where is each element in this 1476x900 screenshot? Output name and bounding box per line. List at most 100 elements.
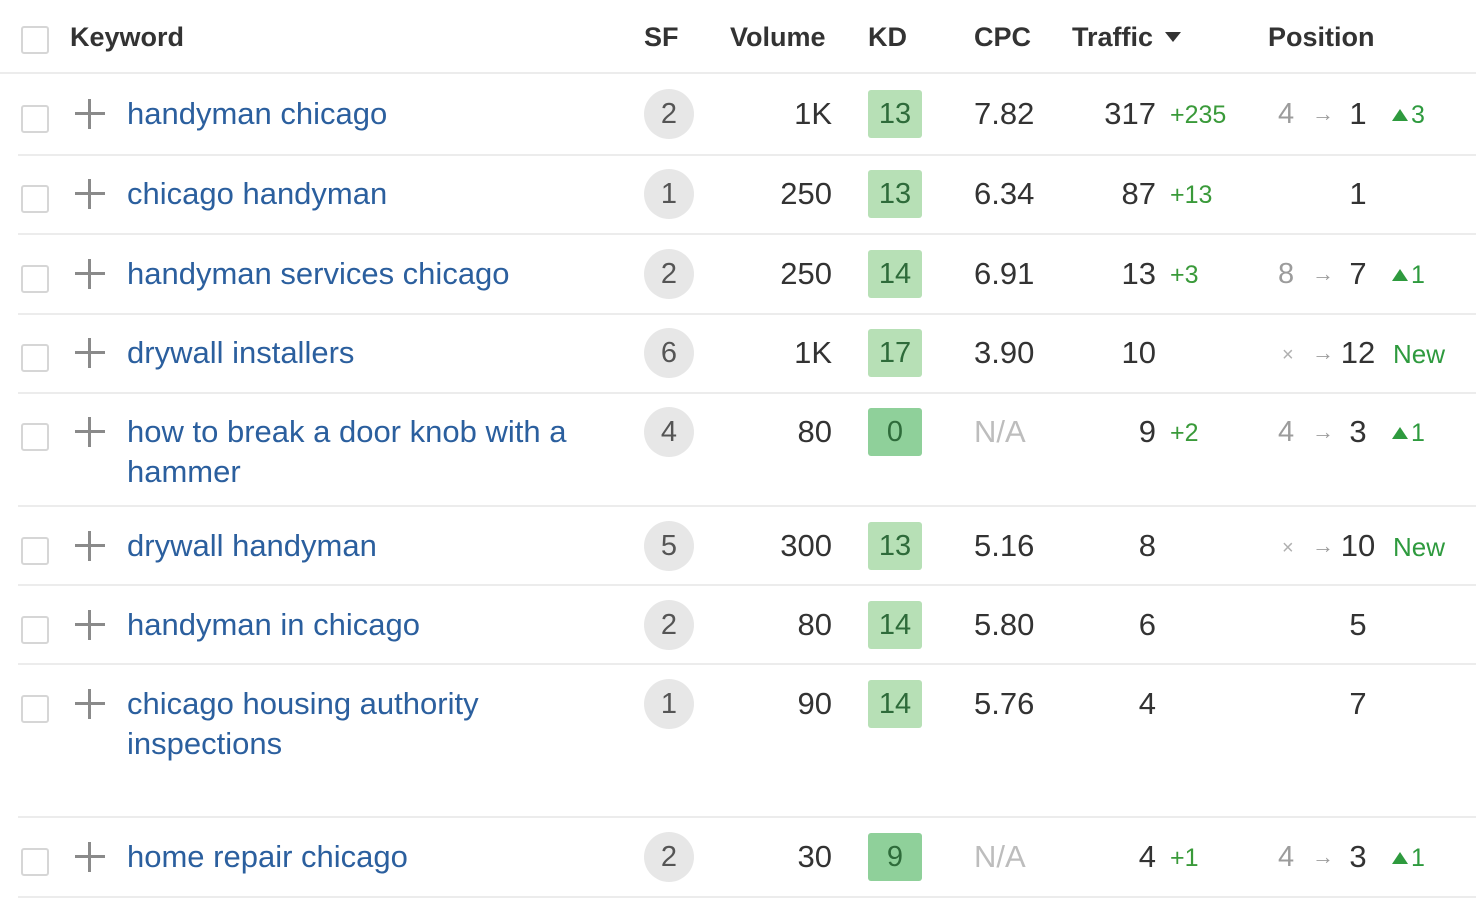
row-checkbox[interactable] <box>21 695 49 723</box>
position-previous-none-icon: × <box>1282 537 1294 559</box>
add-to-list-icon[interactable] <box>74 178 106 210</box>
add-to-list-icon[interactable] <box>74 530 106 562</box>
position-change: 1 <box>1392 838 1425 878</box>
traffic-delta: +3 <box>1170 261 1199 289</box>
traffic-delta: +1 <box>1170 844 1199 872</box>
cpc-value: N/A <box>974 839 1026 874</box>
traffic-value: 4 <box>1138 686 1156 721</box>
traffic-value: 4 <box>1138 839 1156 874</box>
cpc-column-header[interactable]: CPC <box>974 22 1032 52</box>
add-to-list-icon[interactable] <box>74 688 106 720</box>
arrow-up-icon <box>1392 109 1408 121</box>
kd-column-header[interactable]: KD <box>868 22 907 52</box>
cpc-value: 7.82 <box>974 96 1035 131</box>
arrow-right-icon: → <box>1312 340 1334 365</box>
traffic-delta: +13 <box>1170 181 1213 209</box>
traffic-value: 9 <box>1138 414 1156 449</box>
position-column-header[interactable]: Position <box>1268 22 1375 52</box>
row-divider <box>18 392 1476 394</box>
kd-score-badge: 13 <box>868 90 922 138</box>
position-current: 5 <box>1349 607 1367 642</box>
traffic-delta: +235 <box>1170 101 1227 129</box>
position-current: 1 <box>1349 176 1367 211</box>
sf-count-badge[interactable]: 6 <box>644 328 694 378</box>
sf-count-badge[interactable]: 2 <box>644 249 694 299</box>
arrow-right-icon: → <box>1312 261 1334 286</box>
keyword-column-header[interactable]: Keyword <box>70 22 185 52</box>
position-current: 12 <box>1340 335 1376 370</box>
add-to-list-icon[interactable] <box>74 416 106 448</box>
position-change: 1 <box>1392 255 1425 295</box>
keyword-link[interactable]: handyman services chicago <box>127 256 510 291</box>
keyword-link[interactable]: how to break a door knob with a hammer <box>127 414 567 489</box>
traffic-column-header[interactable]: Traffic <box>1072 22 1181 53</box>
row-checkbox[interactable] <box>21 185 49 213</box>
row-checkbox[interactable] <box>21 423 49 451</box>
select-all-checkbox[interactable] <box>21 26 49 54</box>
add-to-list-icon[interactable] <box>74 609 106 641</box>
position-change-value: 1 <box>1411 844 1425 872</box>
row-checkbox[interactable] <box>21 537 49 565</box>
kd-score-badge: 0 <box>868 408 922 456</box>
position-previous: 8 <box>1278 258 1295 290</box>
traffic-value: 317 <box>1104 96 1156 131</box>
row-checkbox[interactable] <box>21 848 49 876</box>
keyword-link[interactable]: handyman in chicago <box>127 607 420 642</box>
keyword-link[interactable]: chicago housing authority inspections <box>127 686 479 761</box>
row-divider <box>18 233 1476 235</box>
keyword-link[interactable]: handyman chicago <box>127 96 388 131</box>
sf-column-header[interactable]: SF <box>644 22 679 52</box>
sf-count-badge[interactable]: 4 <box>644 407 694 457</box>
volume-value: 250 <box>780 256 832 291</box>
position-previous: 4 <box>1278 416 1295 448</box>
keyword-link[interactable]: drywall handyman <box>127 528 377 563</box>
kd-score-badge: 9 <box>868 833 922 881</box>
cpc-value: 5.76 <box>974 686 1035 721</box>
cpc-value: 5.16 <box>974 528 1035 563</box>
volume-value: 250 <box>780 176 832 211</box>
traffic-value: 8 <box>1138 528 1156 563</box>
arrow-up-icon <box>1392 427 1408 439</box>
row-divider <box>18 816 1476 818</box>
volume-value: 300 <box>780 528 832 563</box>
kd-score-badge: 13 <box>868 522 922 570</box>
kd-score-badge: 13 <box>868 170 922 218</box>
volume-value: 1K <box>794 96 832 131</box>
row-divider <box>18 313 1476 315</box>
volume-column-header[interactable]: Volume <box>730 22 826 52</box>
keyword-link[interactable]: drywall installers <box>127 335 355 370</box>
keyword-link[interactable]: home repair chicago <box>127 839 408 874</box>
arrow-right-icon: → <box>1312 533 1334 558</box>
cpc-value: 3.90 <box>974 335 1035 370</box>
add-to-list-icon[interactable] <box>74 258 106 290</box>
sf-count-badge[interactable]: 2 <box>644 600 694 650</box>
traffic-value: 87 <box>1121 176 1156 211</box>
sf-count-badge[interactable]: 2 <box>644 89 694 139</box>
position-current: 3 <box>1349 414 1367 449</box>
add-to-list-icon[interactable] <box>74 337 106 369</box>
sf-count-badge[interactable]: 1 <box>644 169 694 219</box>
sf-count-badge[interactable]: 1 <box>644 679 694 729</box>
cpc-value: 6.91 <box>974 256 1035 291</box>
position-current: 1 <box>1349 96 1367 131</box>
traffic-delta: +2 <box>1170 419 1199 447</box>
row-divider <box>18 154 1476 156</box>
volume-value: 90 <box>797 686 832 721</box>
sf-count-badge[interactable]: 5 <box>644 521 694 571</box>
add-to-list-icon[interactable] <box>74 841 106 873</box>
cpc-value: 6.34 <box>974 176 1035 211</box>
arrow-right-icon: → <box>1312 844 1334 869</box>
row-checkbox[interactable] <box>21 344 49 372</box>
sf-count-badge[interactable]: 2 <box>644 832 694 882</box>
position-current: 7 <box>1349 686 1367 721</box>
traffic-value: 13 <box>1121 256 1156 291</box>
row-checkbox[interactable] <box>21 265 49 293</box>
add-to-list-icon[interactable] <box>74 98 106 130</box>
sort-desc-icon <box>1164 32 1181 42</box>
keyword-link[interactable]: chicago handyman <box>127 176 388 211</box>
volume-value: 80 <box>797 414 832 449</box>
position-new-label: New <box>1393 532 1446 562</box>
row-checkbox[interactable] <box>21 105 49 133</box>
arrow-right-icon: → <box>1312 419 1334 444</box>
row-checkbox[interactable] <box>21 616 49 644</box>
